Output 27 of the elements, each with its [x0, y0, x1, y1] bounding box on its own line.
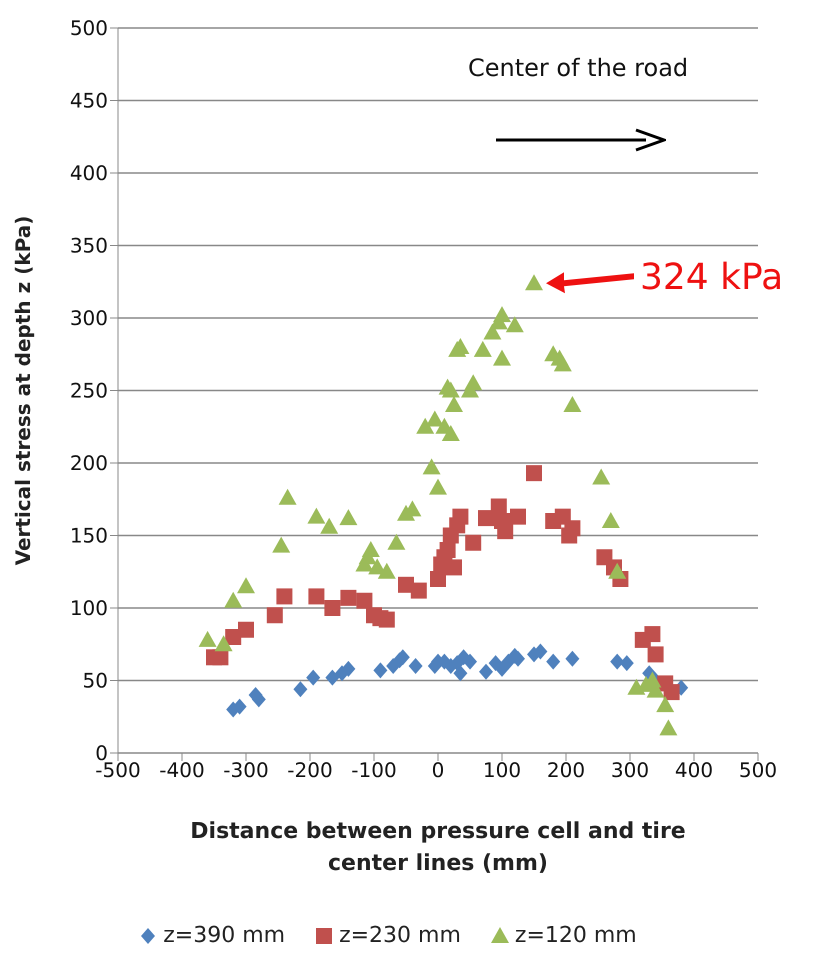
- y-tick-label: 350: [70, 234, 108, 258]
- x-tick-label: -400: [159, 758, 205, 782]
- legend-label: z=390 mm: [162, 923, 286, 948]
- x-tick-label: -300: [223, 758, 269, 782]
- x-tick-label: 100: [482, 758, 522, 782]
- x-axis-title: Distance between pressure cell and tire center lines (mm): [190, 819, 686, 876]
- annotation: Center of the road: [468, 54, 688, 82]
- x-tick-label: -200: [287, 758, 333, 782]
- y-tick-label: 400: [70, 161, 108, 186]
- y-tick-label: 250: [70, 378, 108, 403]
- x-tick-label: -100: [351, 758, 397, 782]
- legend-label: z=120 mm: [514, 923, 637, 948]
- y-tick-label: 200: [70, 451, 108, 476]
- x-tick-label: 300: [610, 758, 650, 782]
- y-tick-label: 150: [70, 524, 108, 548]
- y-tick-label: 500: [70, 16, 108, 40]
- y-tick-label: 300: [70, 306, 108, 330]
- x-tick-label: 200: [546, 758, 586, 782]
- annotation: 324 kPa: [640, 257, 784, 298]
- y-tick-label: 100: [70, 596, 108, 620]
- x-tick-label: 400: [674, 758, 714, 782]
- y-axis-title: Vertical stress at depth z (kPa): [11, 216, 36, 566]
- x-tick-label: 500: [738, 758, 778, 782]
- legend-label: z=230 mm: [338, 923, 461, 948]
- x-tick-label: 0: [432, 758, 444, 782]
- y-tick-label: 450: [70, 88, 108, 113]
- y-tick-label: 50: [82, 668, 108, 693]
